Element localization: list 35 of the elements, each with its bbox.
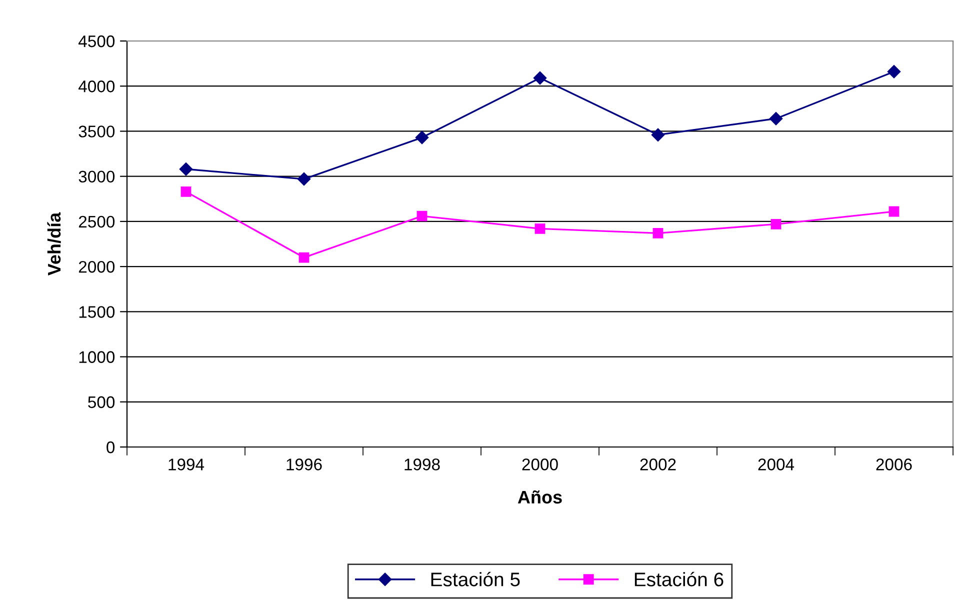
y-axis-title: Veh/día [47, 212, 61, 276]
point [888, 206, 900, 217]
y-tick-label: 2500 [78, 216, 115, 228]
x-tick-label: 2000 [522, 458, 558, 470]
point [416, 210, 428, 222]
x-tick-label: 2002 [640, 458, 676, 470]
x-tick-label: 2006 [876, 458, 912, 470]
x-tick-label: 1994 [168, 458, 204, 470]
y-tick-label: 3500 [78, 126, 115, 138]
y-tick-label: 4500 [78, 35, 115, 48]
x-tick-label: 1998 [404, 458, 440, 470]
point [297, 172, 311, 186]
point [415, 130, 429, 144]
y-tick-label: 1500 [79, 306, 115, 318]
y-tick-label: 0 [106, 441, 115, 454]
point [887, 65, 901, 78]
x-axis-title: Años [518, 490, 562, 504]
point [769, 112, 783, 126]
point [770, 218, 782, 230]
y-tick-label: 3000 [78, 170, 115, 183]
x-tick-label: 1996 [286, 458, 322, 470]
y-tick-label: 1000 [79, 351, 115, 363]
point [533, 71, 547, 85]
point [534, 223, 546, 234]
legend-label: Estación 5 [431, 572, 520, 586]
y-tick-label: 4000 [78, 80, 115, 92]
x-tick-label: 2004 [758, 458, 794, 470]
point [651, 128, 665, 142]
legend-label: Estación 6 [634, 572, 724, 586]
point [179, 162, 193, 176]
point [180, 186, 192, 197]
point [652, 228, 664, 238]
y-tick-label: 500 [88, 396, 115, 408]
y-tick-label: 2000 [78, 260, 115, 273]
point [298, 252, 310, 263]
